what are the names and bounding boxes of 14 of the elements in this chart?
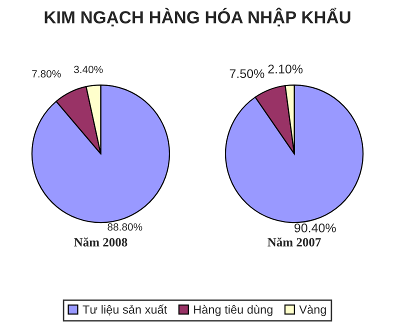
- pie-slice: [224, 84, 364, 224]
- legend-label: Tư liệu sản xuất: [82, 304, 168, 316]
- legend-label: Hàng tiêu dùng: [194, 304, 272, 316]
- data-label: 7.80%: [32, 70, 61, 78]
- data-label: 7.50%: [230, 69, 264, 78]
- legend-label: Vàng: [299, 304, 326, 316]
- chart-title: KIM NGẠCH HÀNG HÓA NHẬP KHẨU: [44, 8, 350, 26]
- data-label: 3.40%: [74, 66, 103, 74]
- data-label: 90.40%: [294, 224, 336, 232]
- text: Năm 2007: [268, 238, 321, 246]
- data-label: 2.10%: [268, 64, 303, 74]
- data-label: 88.80%: [108, 223, 142, 231]
- pie-slice: [31, 84, 170, 224]
- text: Năm 2008: [74, 238, 128, 246]
